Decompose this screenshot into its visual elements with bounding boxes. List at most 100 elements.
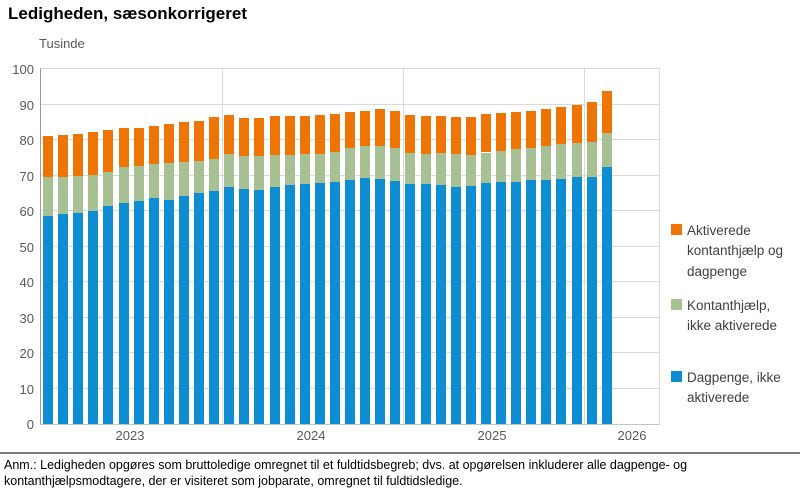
bar-segment	[103, 129, 114, 173]
bar-segment	[586, 141, 597, 177]
bar-segment	[375, 109, 386, 146]
y-tick-label: 50	[19, 239, 34, 255]
bar-segment	[556, 179, 567, 424]
bar-segment	[556, 144, 567, 180]
y-tick-label: 100	[12, 62, 34, 77]
bar-segment	[43, 177, 53, 216]
bar-segment	[601, 90, 612, 133]
bar-segment	[148, 197, 159, 424]
bar-segment	[118, 167, 129, 203]
bar-segment	[345, 179, 355, 424]
bar-segment	[254, 118, 265, 156]
bar-segment	[314, 154, 325, 183]
bar-segment	[435, 185, 446, 424]
bar-segment	[480, 114, 491, 153]
bar-segment	[163, 124, 174, 164]
bar-segment	[148, 125, 159, 165]
bar-segment	[496, 182, 506, 424]
bar-segment	[450, 117, 461, 155]
bar-segment	[345, 147, 355, 180]
bar-segment	[299, 154, 310, 184]
bar-segment	[118, 128, 129, 168]
y-axis-labels: 0 10 20 30 40 50 60 70 80 90 100	[0, 62, 34, 432]
bar-segment	[571, 177, 582, 424]
bar-segment	[239, 189, 250, 424]
bar-segment	[480, 183, 491, 424]
bar-segment	[88, 174, 99, 211]
y-tick-label: 70	[19, 168, 34, 184]
bar-segment	[118, 202, 129, 424]
y-tick-label: 20	[19, 346, 34, 361]
bar-segment	[526, 147, 537, 181]
bar-segment	[465, 154, 476, 186]
aktiverede-swatch-icon	[671, 224, 682, 235]
bar-segment	[209, 117, 220, 160]
bar-segment	[163, 163, 174, 200]
bar-segment	[390, 147, 401, 181]
bar-segment	[465, 117, 476, 155]
bar-segment	[88, 210, 99, 424]
bar-segment	[133, 165, 144, 201]
bar-segment	[314, 183, 325, 424]
bar-segment	[390, 180, 401, 424]
bar-segment	[465, 185, 476, 424]
bar-segment	[435, 153, 446, 186]
y-tick-label: 30	[19, 310, 34, 326]
bar-segment	[360, 110, 371, 147]
x-tick-label: 2026	[617, 428, 647, 443]
bar-segment	[133, 127, 144, 166]
legend-item-kontanthjalp: Kontanthjælp, ikke aktiverede	[671, 296, 793, 337]
bar-segment	[103, 205, 114, 424]
footer-divider	[0, 452, 800, 454]
bar-segment	[254, 189, 265, 424]
legend-item-label: Aktiverede kontanthjælp og dagpenge	[687, 223, 784, 279]
y-tick-label: 10	[19, 381, 34, 397]
bar-segment	[284, 185, 295, 424]
bar-segment	[299, 116, 310, 155]
bar-segment	[269, 155, 280, 187]
bar-segment	[178, 162, 189, 197]
bar-segment	[526, 110, 537, 148]
bar-segment	[178, 122, 189, 163]
footer-note: Anm.: Ledigheden opgøres som bruttoledig…	[4, 458, 688, 488]
bar-segment	[194, 160, 204, 193]
bar-segment	[269, 186, 280, 424]
x-tick-label: 2023	[115, 428, 145, 443]
bar-segment	[360, 178, 371, 424]
legend-item-label: Dagpenge, ikke aktiverede	[687, 370, 781, 406]
bar-segment	[556, 107, 567, 144]
y-tick-label: 0	[26, 417, 34, 432]
legend-item-label: Kontanthjælp, ikke aktiverede	[687, 298, 778, 334]
bar-segment	[224, 115, 235, 155]
bar-segment	[329, 114, 340, 153]
bar-segment	[224, 187, 235, 424]
y-tick-label: 40	[19, 275, 34, 290]
bar-segment	[194, 192, 204, 424]
chart-plot-area	[40, 68, 660, 425]
bar-segment	[541, 109, 552, 146]
bar-segment	[511, 111, 522, 149]
bar-segment	[571, 104, 582, 143]
bar-segment	[375, 145, 386, 180]
bar-segment	[209, 190, 220, 424]
bar-segment	[224, 154, 235, 188]
bar-segment	[420, 184, 431, 424]
bar-segment	[43, 215, 53, 424]
bar-segment	[480, 152, 491, 183]
bar-segment	[58, 135, 69, 177]
bar-segment	[148, 164, 159, 198]
bar-segment	[405, 115, 416, 154]
bar-segment	[586, 176, 597, 424]
bar-segment	[496, 113, 506, 151]
bar-segment	[450, 154, 461, 188]
bar-segment	[163, 199, 174, 424]
bar-segment	[526, 180, 537, 424]
bar-segment	[194, 120, 204, 161]
bar-segment	[541, 179, 552, 424]
legend-item-aktiverede: Aktiverede kontanthjælp og dagpenge	[671, 221, 793, 282]
bar-segment	[360, 146, 371, 179]
y-tick-label: 90	[19, 97, 34, 113]
bar-segment	[586, 101, 597, 142]
legend-item-dagpenge: Dagpenge, ikke aktiverede	[671, 368, 793, 409]
bar-segment	[420, 154, 431, 184]
